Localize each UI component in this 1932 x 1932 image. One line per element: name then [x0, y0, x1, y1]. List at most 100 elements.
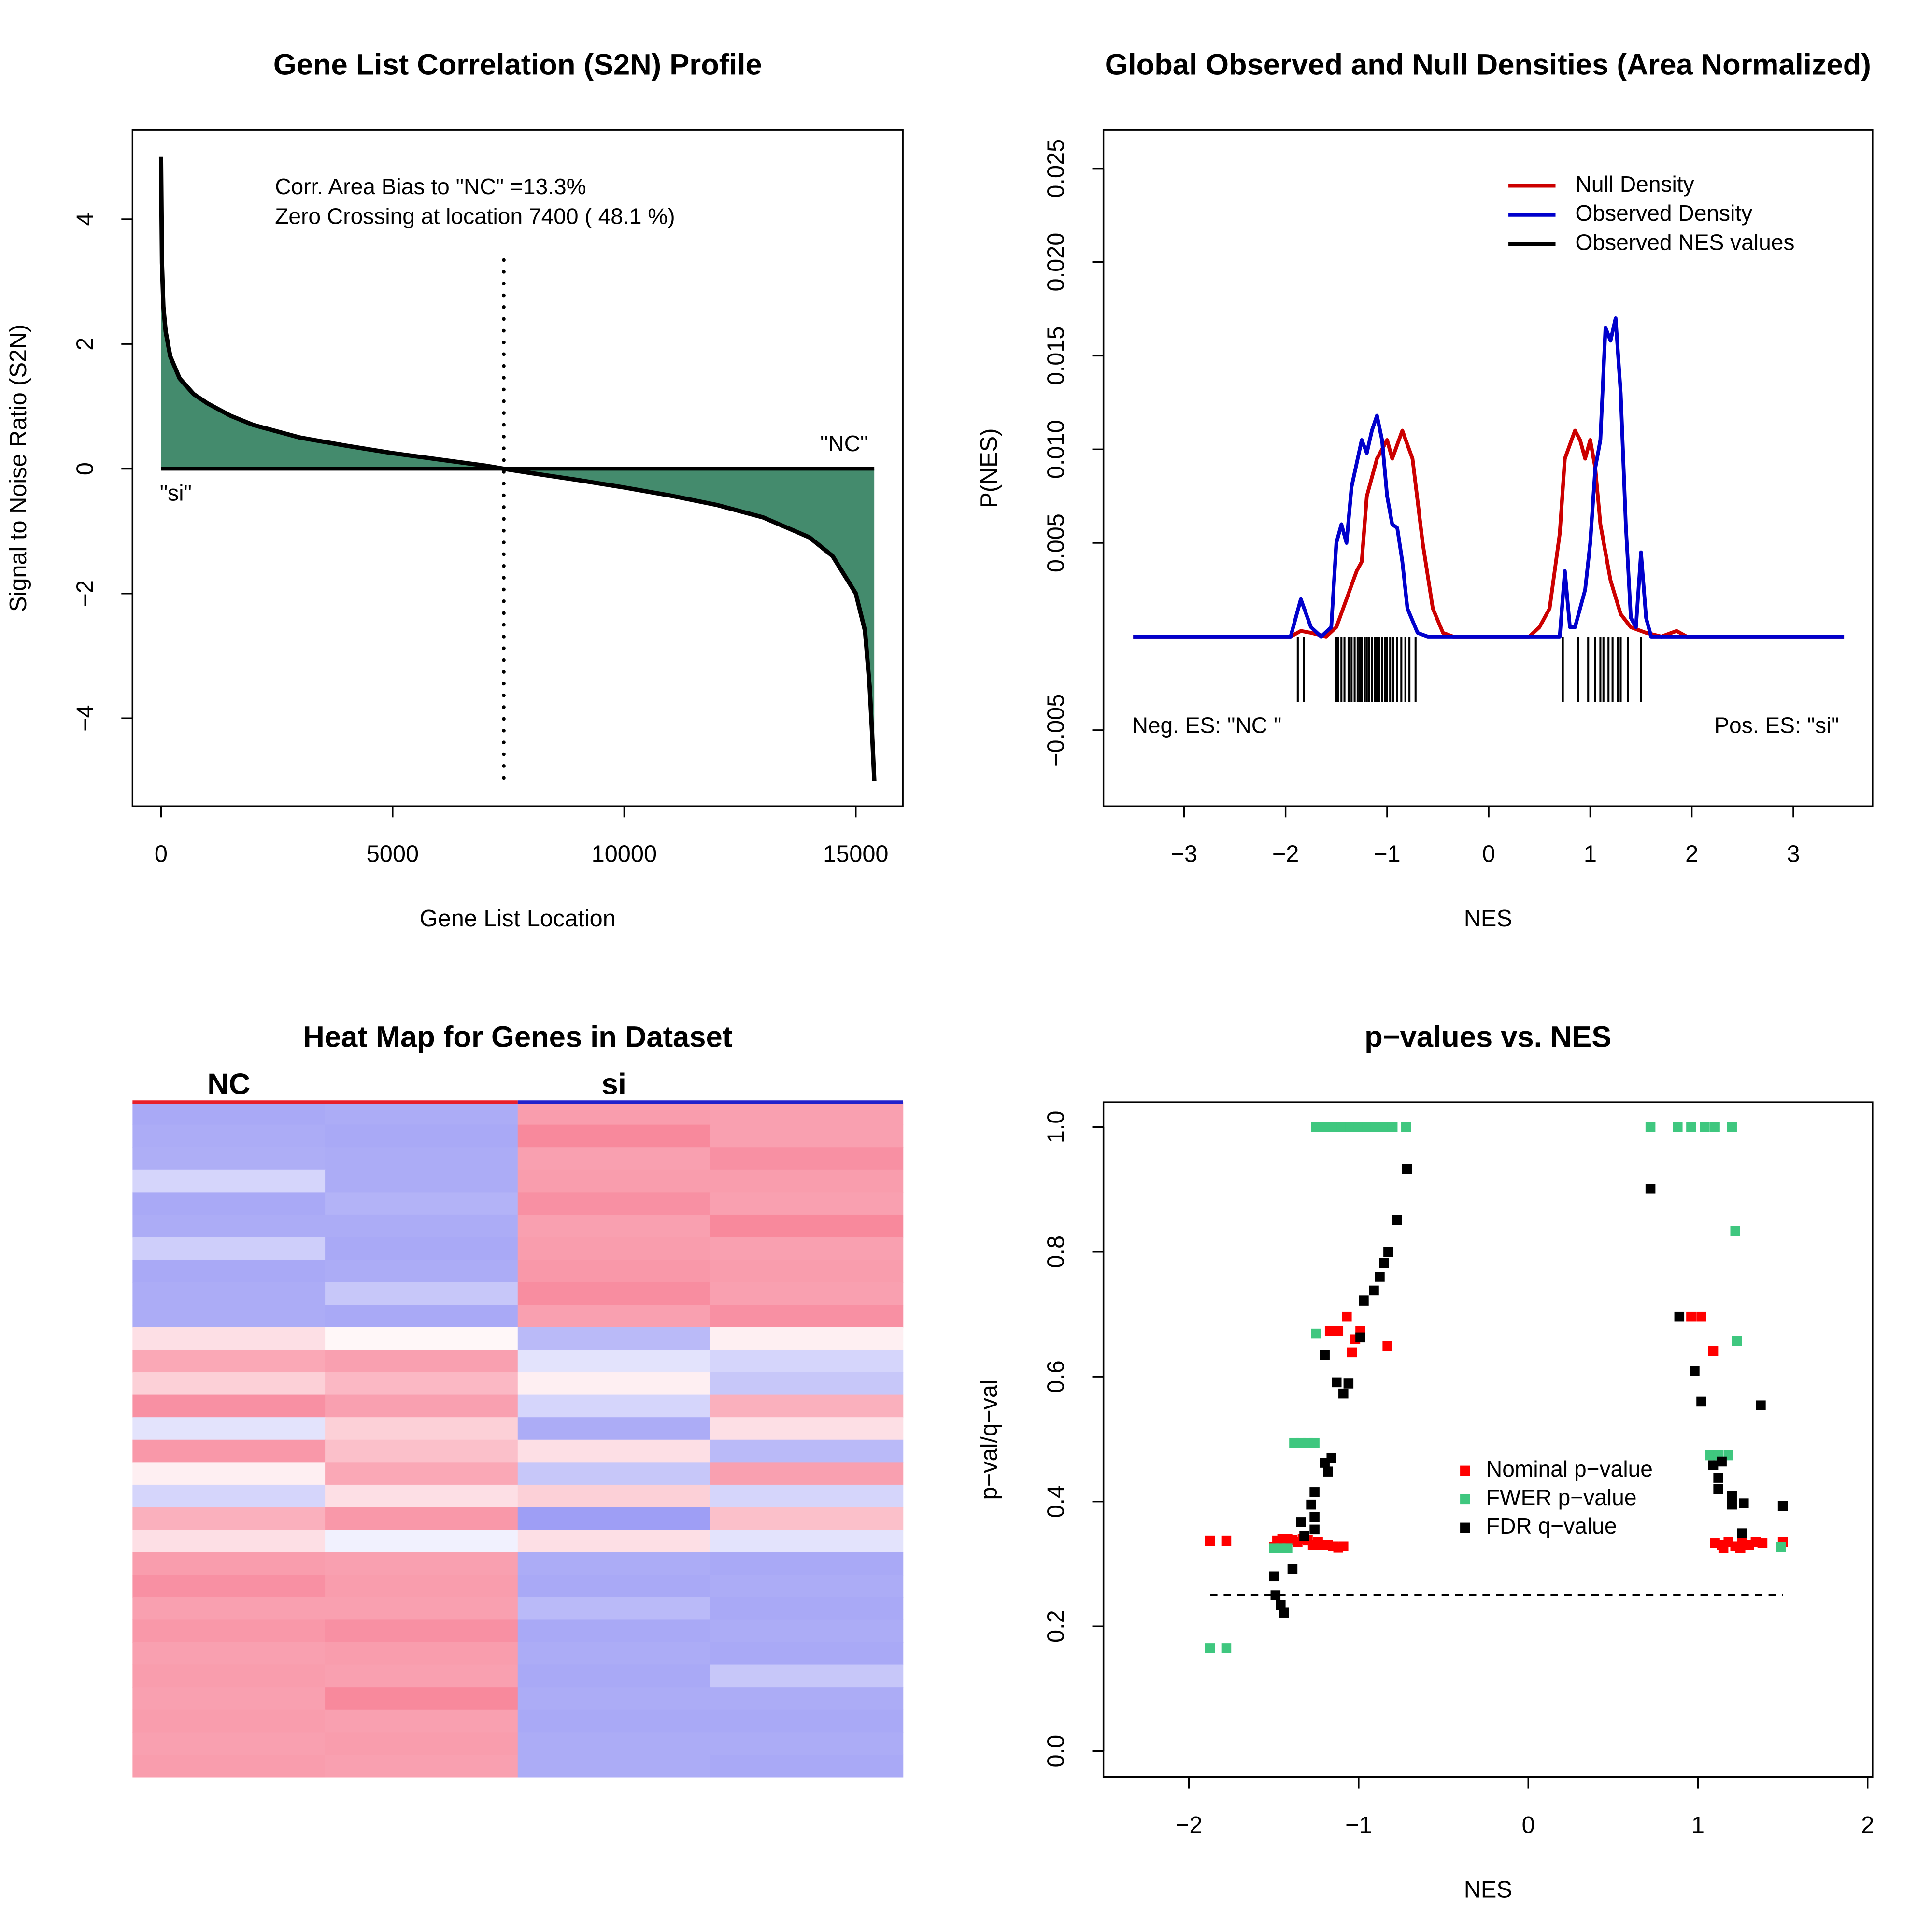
heatmap-cell [325, 1214, 518, 1238]
heatmap-cell [517, 1732, 711, 1755]
point [1320, 1458, 1330, 1468]
y-tick-label: 0.2 [1043, 1610, 1069, 1643]
heatmap-cell [710, 1439, 904, 1463]
heatmap-cell [132, 1687, 326, 1710]
heatmap-cell [710, 1417, 904, 1440]
point [1382, 1341, 1392, 1351]
point [1353, 1122, 1364, 1132]
heatmap-cell [710, 1530, 904, 1553]
heatmap-cell [325, 1732, 518, 1755]
point [1718, 1543, 1729, 1553]
point [1336, 1122, 1347, 1132]
heatmap-cell [325, 1372, 518, 1395]
chart-title: p−values vs. NES [1364, 1021, 1611, 1054]
heatmap-cell [517, 1462, 711, 1485]
x-axis-label: Gene List Location [420, 906, 616, 932]
y-tick-label: −4 [72, 705, 98, 732]
point [1696, 1311, 1706, 1322]
heatmap-cell [517, 1754, 711, 1778]
point [1296, 1517, 1306, 1527]
heatmap-cell [517, 1530, 711, 1553]
point [1708, 1460, 1719, 1471]
heatmap-cell [132, 1147, 326, 1170]
point [1320, 1350, 1330, 1360]
heatmap-cell [710, 1282, 904, 1306]
chart-title: Heat Map for Genes in Dataset [303, 1021, 732, 1054]
annotation: Pos. ES: "si" [1714, 712, 1839, 738]
point [1287, 1564, 1298, 1574]
heatmap-cell [132, 1709, 326, 1733]
class-label: "NC" [820, 431, 868, 456]
x-tick-label: 10000 [592, 841, 657, 867]
x-tick-label: 15000 [823, 841, 888, 867]
heatmap-cell [710, 1372, 904, 1395]
x-tick-label: 0 [1522, 1812, 1535, 1838]
x-tick-label: 2 [1685, 841, 1698, 867]
heatmap-cell [132, 1575, 326, 1598]
heatmap-cell [517, 1709, 711, 1733]
heatmap-cell [517, 1147, 711, 1170]
point [1700, 1122, 1710, 1132]
y-tick-label: 4 [72, 213, 98, 226]
point [1710, 1122, 1720, 1132]
heatmap-cell [132, 1169, 326, 1193]
heatmap-cell [517, 1327, 711, 1350]
point [1311, 1328, 1321, 1339]
x-axis-label: NES [1464, 1876, 1512, 1903]
point [1299, 1531, 1309, 1541]
point [1324, 1326, 1335, 1336]
chart-title: Gene List Correlation (S2N) Profile [273, 48, 762, 82]
point [1730, 1226, 1741, 1236]
legend-swatch [1460, 1465, 1470, 1476]
point [1375, 1272, 1385, 1282]
heatmap-cell [132, 1484, 326, 1508]
heatmap-cell [517, 1124, 711, 1148]
heatmap-cell [325, 1642, 518, 1665]
x-tick-label: −1 [1345, 1812, 1372, 1838]
point [1717, 1456, 1727, 1467]
point [1221, 1643, 1232, 1653]
heatmap-cell [132, 1597, 326, 1620]
point [1282, 1543, 1293, 1553]
x-tick-label: −1 [1374, 841, 1401, 867]
heatmap-cell [517, 1394, 711, 1418]
heatmap-cell [325, 1305, 518, 1328]
point [1309, 1524, 1320, 1535]
heatmap-cell [710, 1754, 904, 1778]
heatmap-cell [710, 1260, 904, 1283]
heatmap-cell [517, 1597, 711, 1620]
heatmap-cell [517, 1214, 711, 1238]
heatmap-cell [710, 1619, 904, 1643]
point [1645, 1184, 1656, 1194]
heatmap-cell [710, 1709, 904, 1733]
heatmap-cell [517, 1417, 711, 1440]
heatmap-cell [325, 1169, 518, 1193]
heatmap-cell [710, 1124, 904, 1148]
y-tick-label: 0.020 [1043, 233, 1069, 292]
heatmap-cell [710, 1350, 904, 1373]
point [1387, 1122, 1398, 1132]
y-axis-label: p−val/q−val [976, 1379, 1002, 1500]
point [1345, 1122, 1355, 1132]
point [1343, 1378, 1354, 1389]
point [1757, 1538, 1768, 1548]
x-tick-label: −3 [1171, 841, 1198, 867]
point [1705, 1450, 1715, 1461]
heatmap-cell [517, 1552, 711, 1576]
y-tick-label: 0 [72, 462, 98, 475]
heatmap-cell [710, 1732, 904, 1755]
heatmap-cell [710, 1102, 904, 1125]
heatmap-cell [132, 1530, 326, 1553]
heatmap-cell [710, 1687, 904, 1710]
point [1276, 1600, 1286, 1610]
group-label: NC [207, 1067, 250, 1101]
annotation: Corr. Area Bias to "NC" =13.3% [275, 174, 586, 199]
heatmap-cell [517, 1102, 711, 1125]
point [1370, 1122, 1381, 1132]
x-tick-label: 2 [1861, 1812, 1874, 1838]
legend-label: Observed NES values [1576, 229, 1795, 255]
heatmap-cell [325, 1394, 518, 1418]
point [1342, 1311, 1352, 1322]
group-label: si [601, 1067, 626, 1101]
